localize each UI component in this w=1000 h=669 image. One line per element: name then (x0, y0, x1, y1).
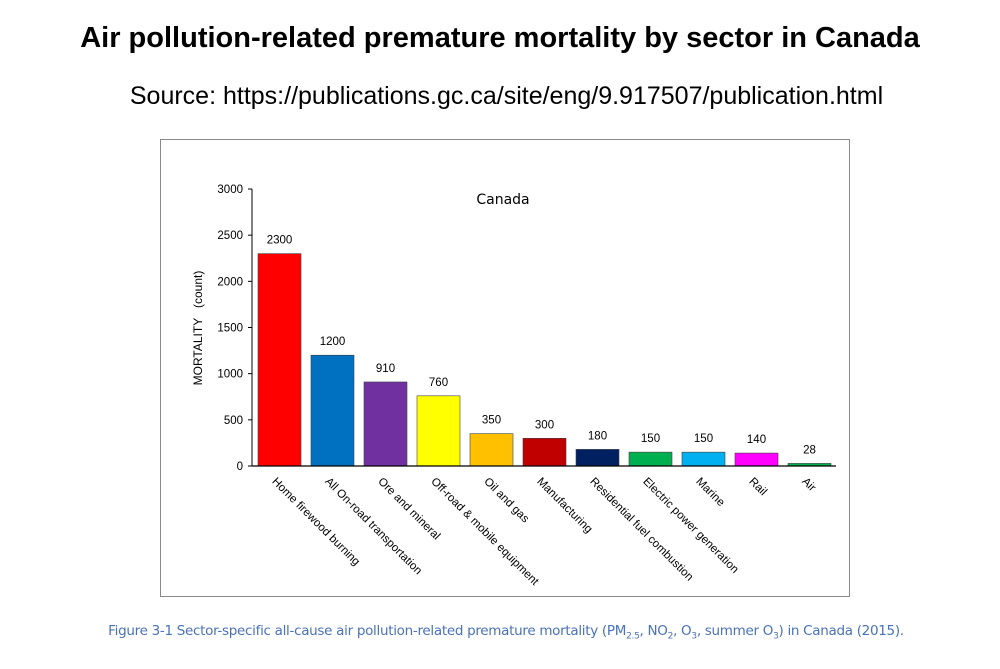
bar (734, 452, 779, 467)
bar (575, 449, 620, 467)
caption-text: Figure 3-1 Sector-specific all-cause air… (108, 623, 627, 639)
caption-sub: 3 (691, 631, 697, 642)
data-label: 28 (803, 444, 816, 456)
y-tick-label: 2000 (217, 276, 243, 288)
bar (681, 451, 726, 467)
chart-title: Canada (476, 192, 529, 208)
caption-text: ) in Canada (2015). (778, 623, 905, 639)
x-tick-label: Off-road & mobile equipment (428, 476, 541, 589)
x-tick-label: Residential fuel combustion (587, 476, 695, 584)
page-source: Source: https://publications.gc.ca/site/… (129, 82, 884, 110)
bars: 2300 1200 910 760 350 300 180 150 150 140 28 (257, 235, 832, 467)
chart-frame: Canada MORTALITY (count) 0 500 1000 1500 200… (160, 139, 850, 597)
data-label: 2300 (267, 235, 293, 247)
x-tick-label: Oil and gas (481, 476, 531, 526)
y-tick-label: 500 (224, 415, 243, 427)
data-label: 350 (482, 415, 501, 427)
caption-sub: 2.5 (626, 631, 640, 642)
y-tick-label: 1500 (217, 323, 243, 335)
caption-text: , NO (639, 623, 668, 639)
data-label: 150 (641, 433, 660, 445)
bar (522, 437, 567, 467)
caption-sub: 3 (773, 631, 779, 642)
data-label: 180 (588, 430, 607, 442)
x-tick-label: All On-road transportation (322, 476, 424, 578)
data-label: 760 (429, 377, 448, 389)
bar (363, 381, 408, 467)
x-tick-label: Marine (693, 476, 726, 509)
page-title: Air pollution-related premature mortalit… (80, 22, 920, 54)
x-tick-label: Air (799, 476, 818, 495)
data-label: 1200 (320, 336, 346, 348)
data-label: 300 (535, 419, 554, 431)
y-tick-label: 1000 (217, 369, 243, 381)
y-tick-label: 3000 (217, 184, 243, 196)
data-label: 910 (376, 363, 395, 375)
figure-caption: Figure 3-1 Sector-specific all-cause air… (0, 623, 1000, 642)
y-tick-label: 2500 (217, 230, 243, 242)
x-tick-label: Manufacturing (534, 476, 594, 536)
caption-text: , summer O (696, 623, 774, 639)
x-tick-label: Home firewood burning (269, 476, 362, 569)
bar (310, 354, 355, 467)
bar (628, 451, 673, 467)
bar-chart: Canada MORTALITY (count) 0 500 1000 1500 200… (191, 184, 836, 589)
x-tick-label: Rail (746, 476, 768, 498)
caption-sub: 2 (667, 631, 674, 642)
y-axis-label: MORTALITY (count) (191, 271, 205, 386)
caption-text: , O (673, 623, 692, 639)
bar (469, 433, 514, 467)
bar (416, 395, 461, 467)
y-axis: 0 500 1000 1500 2000 2500 3000 (217, 184, 253, 473)
data-label: 140 (747, 434, 766, 446)
data-label: 150 (694, 433, 713, 445)
y-tick-label: 0 (237, 461, 243, 473)
bar (257, 253, 302, 467)
x-tick-label: Electric power generation (640, 476, 740, 576)
